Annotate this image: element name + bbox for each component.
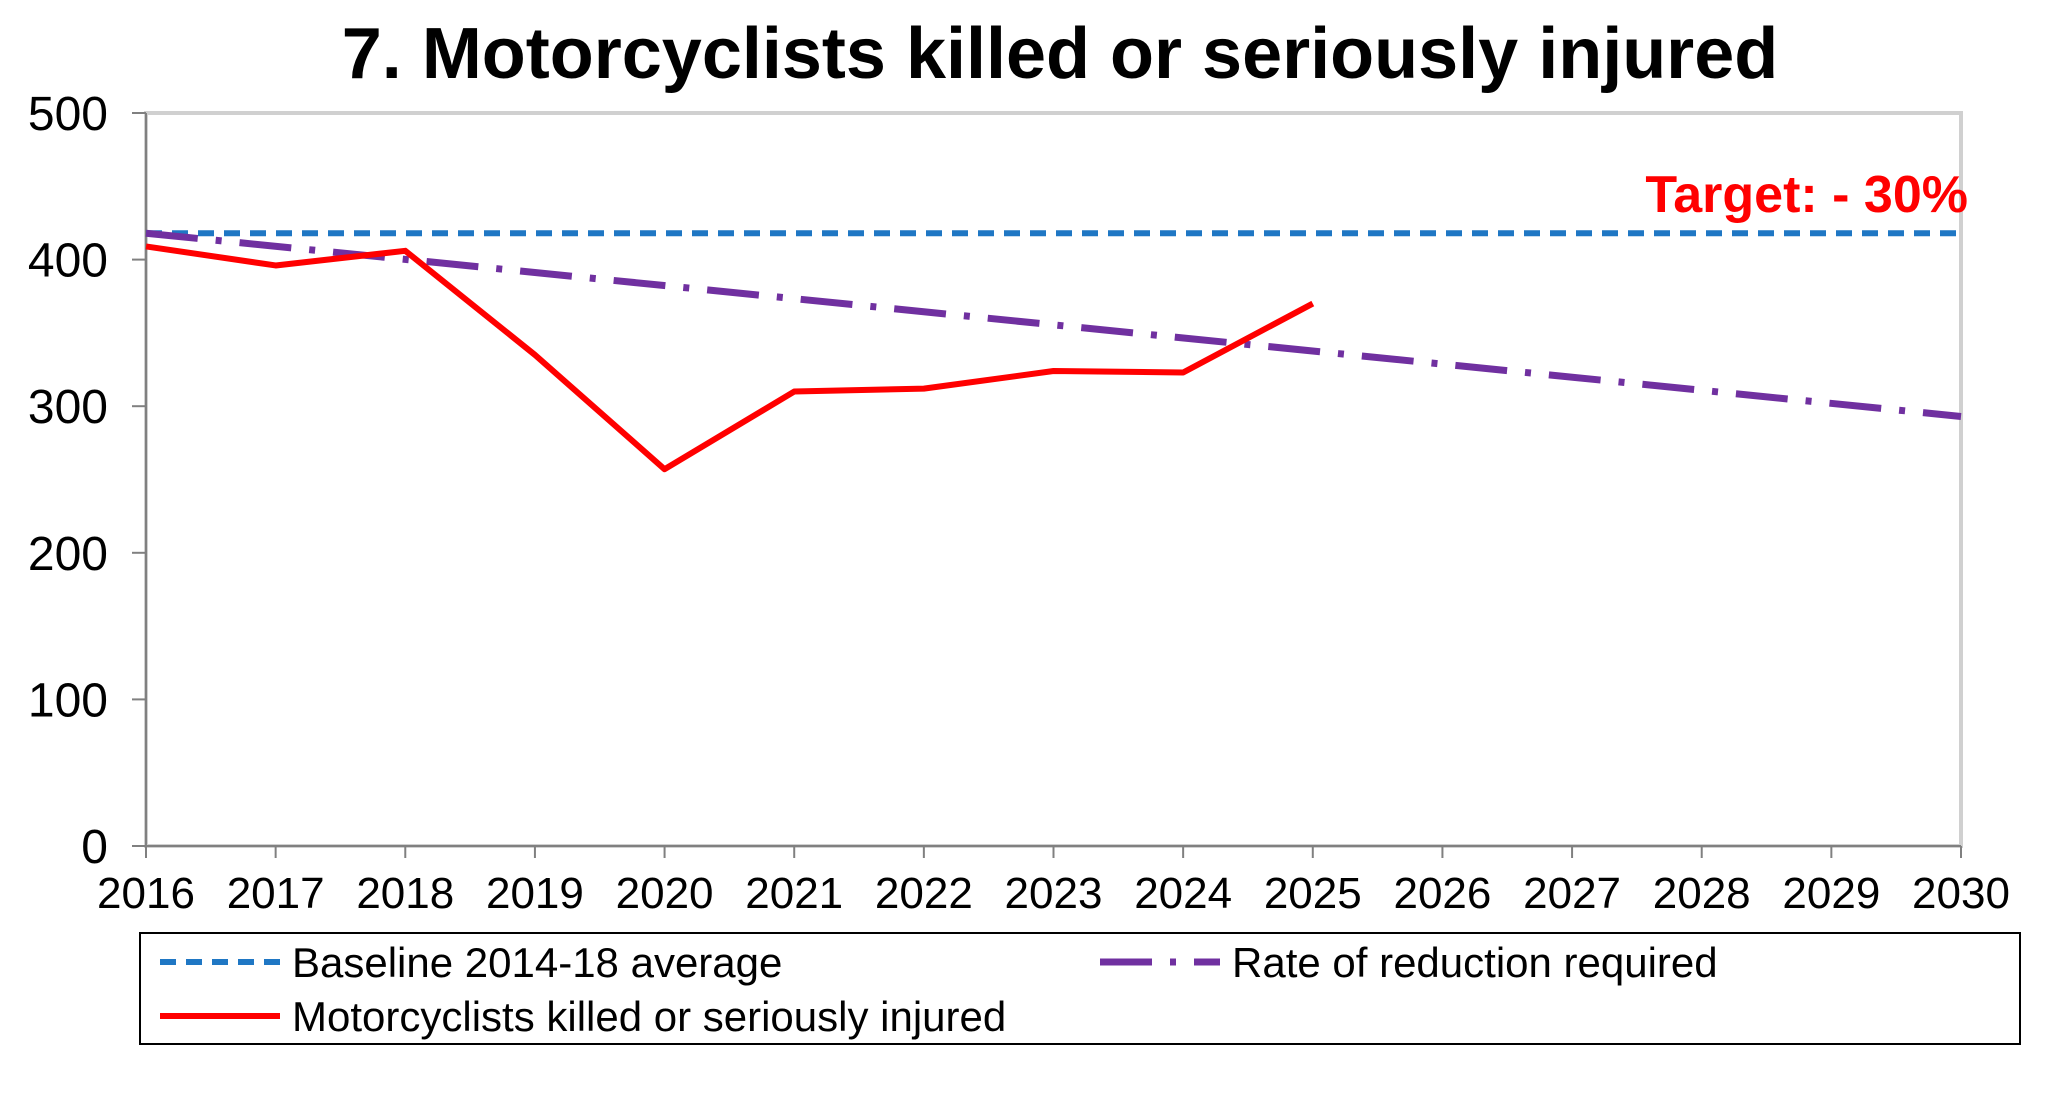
series-line-2 [145, 229, 1962, 420]
x-tick-label: 2023 [1005, 869, 1103, 918]
x-tick-label: 2030 [1912, 869, 2010, 918]
x-tick-label: 2020 [616, 869, 714, 918]
x-tick-label: 2026 [1393, 869, 1491, 918]
y-tick-label: 500 [28, 88, 108, 141]
y-tick-label: 300 [28, 381, 108, 434]
x-tick-label: 2025 [1264, 869, 1362, 918]
legend-label-3: Motorcyclists killed or seriously injure… [292, 993, 1006, 1040]
series-line-3 [145, 243, 1315, 473]
x-tick-label: 2028 [1653, 869, 1751, 918]
y-tick-label: 400 [28, 235, 108, 288]
x-tick-label: 2024 [1134, 869, 1232, 918]
x-tick-label: 2021 [745, 869, 843, 918]
x-tick-label: 2016 [97, 869, 195, 918]
x-tick-label: 2022 [875, 869, 973, 918]
legend-label-2: Rate of reduction required [1232, 939, 1718, 986]
x-tick-label: 2027 [1523, 869, 1621, 918]
x-tick-label: 2029 [1782, 869, 1880, 918]
x-tick-label: 2018 [356, 869, 454, 918]
y-tick-label: 100 [28, 674, 108, 727]
target-annotation: Target: - 30% [1645, 166, 1968, 224]
chart-title: 7. Motorcyclists killed or seriously inj… [342, 14, 1778, 94]
legend-entries: Baseline 2014-18 average Rate of reductio… [160, 939, 1718, 1040]
axes: 0 100 200 300 400 500 2016 2017 2018 2019 2020 2021… [28, 88, 2010, 918]
x-tick-label: 2017 [227, 869, 325, 918]
x-tick-label: 2019 [486, 869, 584, 918]
legend [139, 932, 2021, 1045]
y-tick-label: 0 [81, 821, 108, 874]
y-tick-label: 200 [28, 528, 108, 581]
series-group [145, 229, 1962, 473]
legend-label-1: Baseline 2014-18 average [292, 939, 782, 986]
